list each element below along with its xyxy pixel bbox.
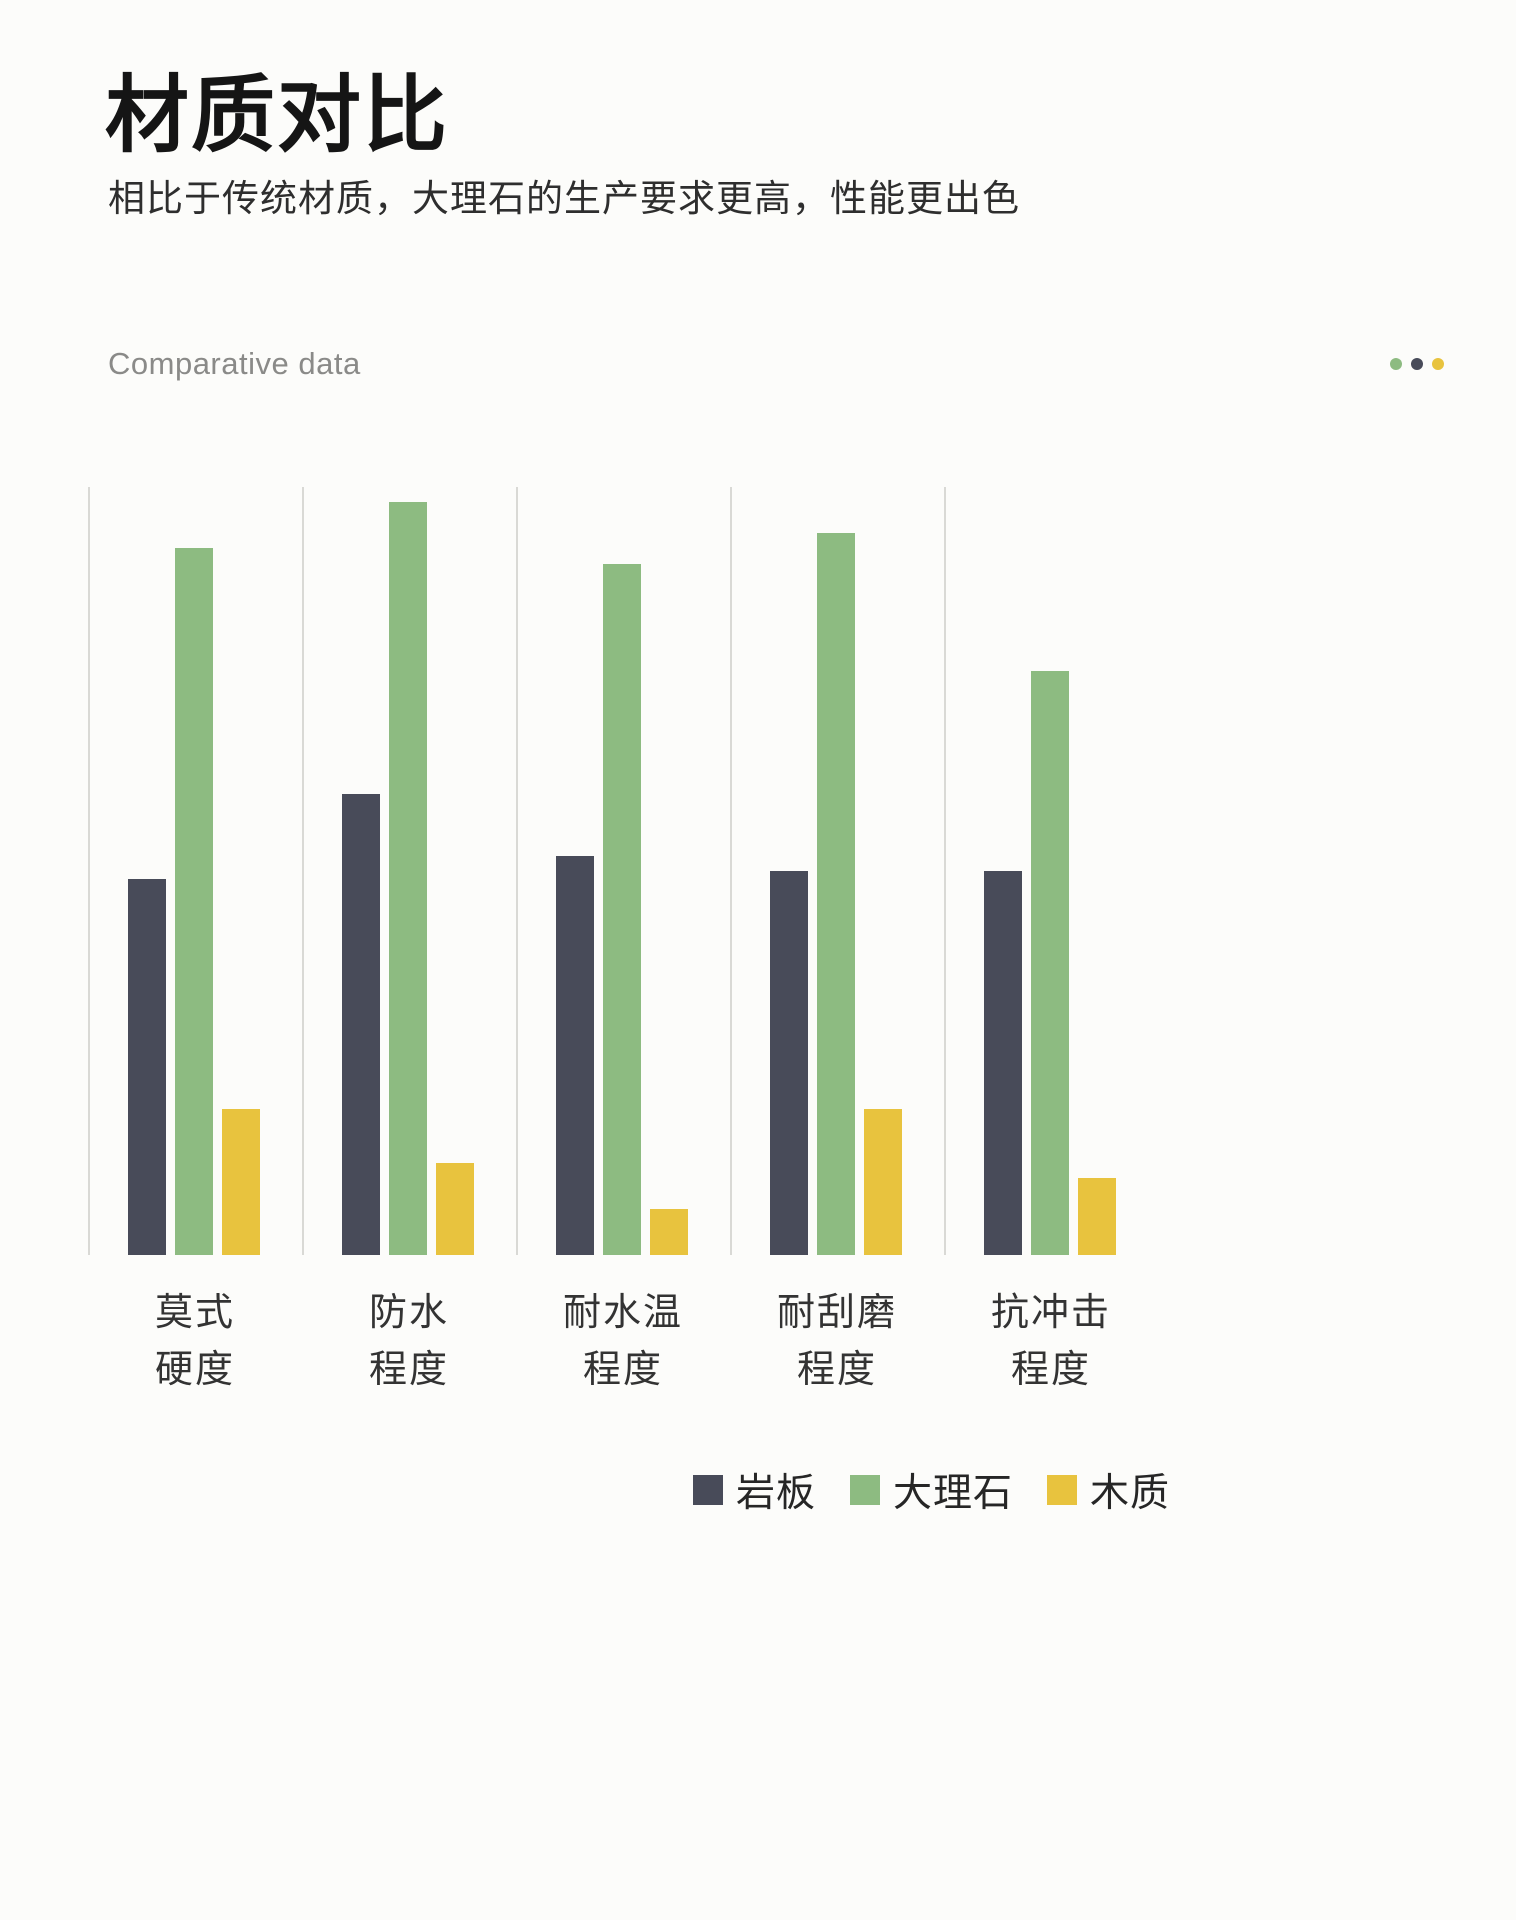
category-label: 莫式 硬度	[154, 1292, 235, 1391]
bar-大理石	[603, 563, 641, 1255]
bar-chart: 莫式 硬度 防水 程度 耐水温 程度 耐刮磨 程度 抗冲击 程度	[88, 487, 1158, 1391]
legend-label: 木质	[1089, 1472, 1170, 1515]
category-label: 防水 程度	[368, 1292, 449, 1391]
bar-木质	[650, 1208, 688, 1255]
bar-木质	[864, 1109, 902, 1255]
legend-swatch-icon	[1046, 1475, 1077, 1505]
category-label: 耐刮磨 程度	[776, 1292, 897, 1391]
bar-岩板	[770, 871, 808, 1255]
bar-岩板	[128, 878, 166, 1255]
dot-icon	[1432, 358, 1444, 370]
section-header: Comparative data	[108, 346, 1444, 382]
bar-木质	[1078, 1178, 1116, 1255]
bar-木质	[436, 1162, 474, 1255]
bar-岩板	[342, 794, 380, 1255]
legend-swatch-icon	[692, 1475, 723, 1505]
chart-group: 防水 程度	[302, 487, 516, 1391]
chart-group: 耐水温 程度	[516, 487, 730, 1391]
chart-legend: 岩板 大理石 木质	[692, 1462, 1170, 1518]
bar-大理石	[389, 502, 427, 1255]
page-title: 材质对比	[105, 68, 450, 162]
bar-岩板	[984, 871, 1022, 1255]
chart-group: 莫式 硬度	[88, 487, 302, 1391]
legend-item: 木质	[1046, 1462, 1170, 1518]
category-label: 耐水温 程度	[562, 1292, 683, 1391]
bar-大理石	[817, 533, 855, 1255]
legend-label: 大理石	[892, 1472, 1013, 1515]
page-subtitle: 相比于传统材质，大理石的生产要求更高，性能更出色	[108, 178, 1020, 219]
dot-icon	[1390, 358, 1402, 370]
bar-岩板	[556, 855, 594, 1255]
legend-item: 大理石	[849, 1462, 1013, 1518]
chart-group: 耐刮磨 程度	[730, 487, 944, 1391]
legend-swatch-icon	[849, 1475, 880, 1505]
chart-group: 抗冲击 程度	[944, 487, 1158, 1391]
legend-label: 岩板	[735, 1472, 816, 1515]
section-label: Comparative data	[108, 346, 361, 381]
bar-木质	[222, 1109, 260, 1255]
decorative-dots	[1390, 358, 1444, 370]
bar-大理石	[175, 548, 213, 1255]
bar-大理石	[1031, 671, 1069, 1255]
legend-item: 岩板	[692, 1462, 816, 1518]
category-label: 抗冲击 程度	[990, 1292, 1111, 1391]
dot-icon	[1411, 358, 1423, 370]
